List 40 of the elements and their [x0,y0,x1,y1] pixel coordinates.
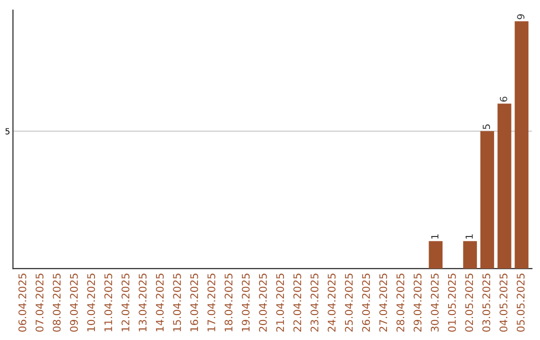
data-label: 9 [517,14,524,20]
x-tick-label: 23.04.2025 [310,274,318,332]
x-tick-label: 15.04.2025 [173,274,181,332]
x-tick-label: 01.05.2025 [448,274,456,332]
x-tick-label: 03.05.2025 [482,274,490,332]
data-label: 5 [482,124,490,130]
x-tick-label: 18.04.2025 [224,274,232,332]
data-label: 6 [500,96,508,102]
x-tick-label: 21.04.2025 [276,274,284,332]
x-tick-label: 20.04.2025 [258,274,267,332]
bar [514,21,528,269]
bar [428,241,443,269]
x-tick-label: 19.04.2025 [242,274,250,332]
x-tick-label: 22.04.2025 [293,274,302,332]
x-tick-label: 06.04.2025 [18,274,26,332]
x-tick-label: 04.05.2025 [500,274,508,332]
x-tick-label: 25.04.2025 [344,274,353,332]
x-tick-label: 30.04.2025 [430,274,439,332]
x-tick-label: 14.04.2025 [156,274,164,332]
x-tick-label: 29.04.2025 [414,274,422,332]
bar [498,104,512,269]
x-tick-label: 13.04.2025 [138,274,147,332]
bar [480,131,494,269]
x-tick-label: 05.05.2025 [516,274,525,332]
x-tick-label: 27.04.2025 [379,274,388,332]
x-tick-label: 11.04.2025 [104,274,112,332]
x-tick-label: 08.04.2025 [52,274,61,332]
x-tick-label: 10.04.2025 [87,274,96,332]
bar [463,241,477,269]
x-tick-label: 28.04.2025 [396,274,404,332]
x-tick-label: 16.04.2025 [190,274,198,332]
data-label: 1 [466,234,473,239]
x-tick-label: 24.04.2025 [328,274,336,332]
x-tick-label: 02.05.2025 [465,274,474,332]
x-tick-label: 26.04.2025 [362,274,370,332]
x-tick-label: 12.04.2025 [122,274,130,332]
x-tick-label: 17.04.2025 [207,274,216,332]
x-tick-label: 07.04.2025 [36,274,44,332]
data-label: 1 [431,234,438,239]
x-tick-label: 09.04.2025 [70,274,78,332]
